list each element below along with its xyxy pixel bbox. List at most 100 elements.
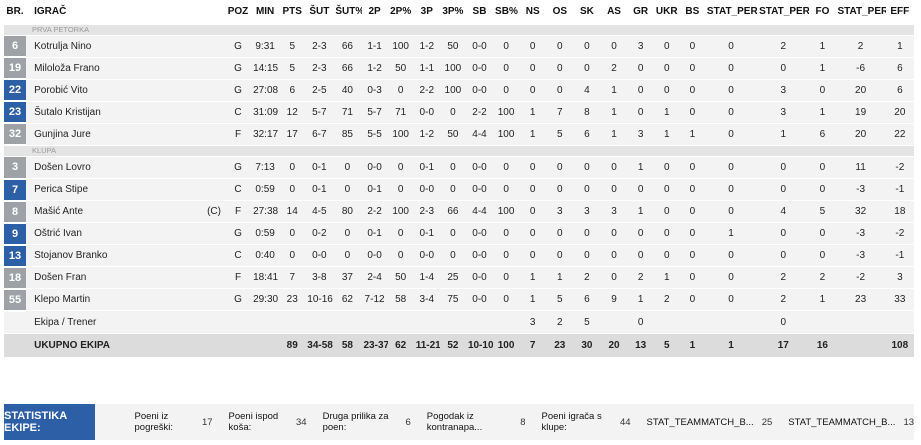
captain-marker	[176, 178, 225, 201]
player-row[interactable]: 32 Gunjina Jure F 32:17 17 6-7 85 5-5 100 1-2 50 4-…	[4, 123, 914, 146]
stat-cell: 2	[627, 266, 654, 289]
stat-cell: 50	[387, 266, 414, 289]
stat-cell: 2-3	[413, 200, 440, 223]
column-header[interactable]	[176, 0, 225, 25]
column-header[interactable]: SB	[465, 0, 494, 25]
player-row[interactable]: 9 Oštrić Ivan G 0:59 0 0-2 0 0-1 0 0-1 0 0-0 0 0 0 0 0 0 0…	[4, 222, 914, 246]
player-name-link[interactable]: Stojanov Branko	[26, 244, 177, 267]
column-header[interactable]: PTS	[279, 0, 306, 25]
stat-cell: 100	[387, 200, 414, 223]
column-header[interactable]: STAT_PERS...	[835, 0, 886, 25]
column-header[interactable]: OS	[546, 0, 574, 25]
stat-cell: 0	[573, 57, 601, 80]
column-header[interactable]: GR	[627, 0, 654, 25]
column-header[interactable]: EFF	[885, 0, 914, 25]
player-name-link[interactable]: Mašić Ante	[26, 200, 177, 223]
stat-cell: 1	[627, 156, 654, 179]
stat-cell: 0	[757, 310, 810, 334]
stat-cell: -6	[835, 57, 886, 80]
stat-cell: 0-1	[305, 156, 334, 179]
stat-cell: 0	[679, 79, 705, 102]
column-header[interactable]: STAT_PERS...	[704, 0, 758, 25]
stat-cell: 0	[493, 222, 520, 245]
column-header[interactable]: SB%	[493, 0, 520, 25]
team-stat-value: 17	[201, 416, 213, 428]
team-coach-row: Ekipa / Trener 3 2 5 0 0	[4, 310, 914, 334]
stat-cell: 1	[600, 79, 628, 102]
stat-cell: -3	[835, 244, 886, 267]
column-header[interactable]: ŠUT	[305, 0, 334, 25]
stat-cell: 37	[333, 266, 362, 289]
column-header[interactable]: MIN	[251, 0, 280, 25]
stat-cell: 85	[333, 123, 362, 146]
stat-cell: 0	[439, 156, 466, 179]
stat-cell: 108	[885, 333, 914, 358]
captain-marker	[176, 35, 225, 58]
stat-cell: 0	[627, 244, 654, 267]
stat-cell: 1	[809, 288, 836, 311]
stat-cell: 0	[679, 266, 705, 289]
player-row[interactable]: 23 Šutalo Kristijan C 31:09 12 5-7 71 5-7 71 0-0 0…	[4, 101, 914, 124]
column-header[interactable]: STAT_PERS...	[757, 0, 810, 25]
stat-cell: 0	[519, 156, 547, 179]
player-name-link[interactable]: Porobić Vito	[26, 79, 177, 102]
column-header[interactable]: IGRAČ	[26, 0, 177, 25]
player-row[interactable]: 55 Klepo Martin G 29:30 23 10-16 62 7-12 58 3-4 75…	[4, 288, 914, 312]
stat-cell: 100	[439, 79, 466, 102]
column-header[interactable]: FO	[809, 0, 836, 25]
stat-cell: 5	[573, 310, 601, 334]
column-header[interactable]: UKR	[653, 0, 680, 25]
stat-cell: 10-16	[305, 288, 334, 311]
column-header[interactable]: POZ	[224, 0, 252, 25]
stat-cell: F	[224, 200, 252, 223]
stat-cell: 80	[333, 200, 362, 223]
stat-cell: 1	[519, 123, 547, 146]
player-name-link[interactable]: Miloloža Frano	[26, 57, 177, 80]
player-name-link[interactable]: Kotrulja Nino	[26, 35, 177, 58]
player-row[interactable]: 22 Porobić Vito G 27:08 6 2-5 40 0-3 0 2-2 100 0-0 0…	[4, 79, 914, 102]
column-header[interactable]: BR.	[4, 0, 27, 25]
captain-marker	[176, 57, 225, 80]
team-stat-label: STAT_TEAMMATCH_B...	[788, 416, 896, 428]
player-row[interactable]: 13 Stojanov Branko C 0:40 0 0-0 0 0-0 0 0-0 0 0-0 0 0…	[4, 244, 914, 268]
team-stat-label: Druga prilika za poen:	[322, 411, 389, 433]
stat-cell: 0	[439, 101, 466, 124]
stat-cell	[704, 310, 758, 334]
player-name-link[interactable]: Došen Fran	[26, 266, 177, 289]
stat-cell: 0	[679, 222, 705, 245]
stat-cell: 0	[600, 266, 628, 289]
column-header[interactable]: 2P%	[387, 0, 414, 25]
player-name-link[interactable]: Gunjina Jure	[26, 123, 177, 146]
player-row[interactable]: 19 Miloloža Frano G 14:15 5 2-3 66 1-2 50 1-1 100 0…	[4, 57, 914, 80]
column-header[interactable]: AS	[600, 0, 628, 25]
team-coach-row-label: Ekipa / Trener	[26, 310, 225, 334]
stat-cell: 1	[809, 101, 836, 124]
player-row[interactable]: 8 Mašić Ante (C) F 27:38 14 4-5 80 2-2 100 2-3 66 4-…	[4, 200, 914, 224]
stat-cell: 0-0	[413, 244, 440, 267]
player-name-link[interactable]: Došen Lovro	[26, 156, 177, 179]
team-stat-item: Druga prilika za poen: 6	[323, 411, 411, 433]
player-row[interactable]: 3 Došen Lovro G 7:13 0 0-1 0 0-0 0 0-1 0 0-0 0 0 0 0 0 1 0…	[4, 156, 914, 180]
player-name-link[interactable]: Oštrić Ivan	[26, 222, 177, 245]
captain-marker	[176, 79, 225, 102]
player-name-link[interactable]: Perica Stipe	[26, 178, 177, 201]
player-row[interactable]: 6 Kotrulja Nino G 9:31 5 2-3 66 1-1 100 1-2 50 0-0 0…	[4, 35, 914, 58]
column-header[interactable]: 2P	[361, 0, 388, 25]
column-header[interactable]: 3P	[413, 0, 440, 25]
stat-cell: 0	[679, 244, 705, 267]
column-header[interactable]: BS	[679, 0, 705, 25]
player-row[interactable]: 18 Došen Fran F 18:41 7 3-8 37 2-4 50 1-4 25 0-0 0 1 1…	[4, 266, 914, 290]
column-header[interactable]: SK	[573, 0, 601, 25]
stat-cell: 0	[573, 35, 601, 58]
captain-marker	[176, 101, 225, 124]
jersey-number: 13	[4, 244, 27, 268]
stat-cell	[413, 310, 440, 334]
column-header[interactable]: 3P%	[439, 0, 466, 25]
column-header[interactable]: NS	[519, 0, 547, 25]
player-name-link[interactable]: Klepo Martin	[26, 288, 177, 311]
player-name-link[interactable]: Šutalo Kristijan	[26, 101, 177, 124]
column-header[interactable]: ŠUT%	[333, 0, 362, 25]
stat-cell: 14:15	[251, 57, 280, 80]
stat-cell: 0	[704, 156, 758, 179]
player-row[interactable]: 7 Perica Stipe C 0:59 0 0-1 0 0-1 0 0-0 0 0-0 0 0 0 0 0 0…	[4, 178, 914, 202]
